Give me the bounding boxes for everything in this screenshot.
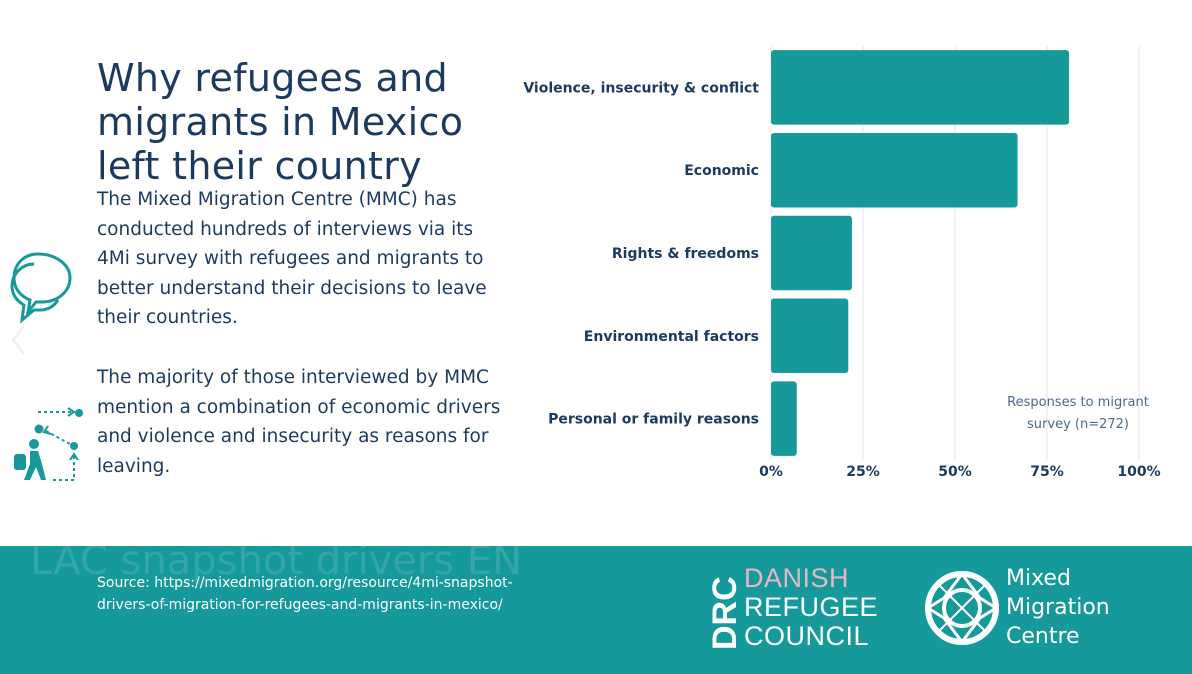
bars [771, 50, 1070, 456]
category-label: Economic [684, 163, 759, 179]
chat-bubbles-icon [10, 252, 72, 324]
mmc-word-2: Migration [1006, 595, 1110, 620]
drc-word-2: REFUGEE [744, 592, 879, 622]
x-tick-label: 25% [846, 464, 880, 480]
mmc-wordmark: Mixed Migration Centre [1006, 564, 1110, 651]
svg-text:DRC: DRC [706, 576, 744, 650]
finding-paragraph: The majority of those interviewed by MMC… [97, 367, 501, 477]
mmc-globe-mark [925, 571, 999, 645]
x-tick-label: 100% [1117, 464, 1160, 480]
bar [771, 298, 849, 374]
mmc-logo: Mixed Migration Centre [922, 564, 1142, 654]
x-tick-label: 50% [938, 464, 972, 480]
page-title: Why refugees and migrants in Mexico left… [97, 56, 464, 188]
drc-letters-mark: DRC [706, 576, 744, 650]
category-label: Rights & freedoms [612, 246, 759, 262]
bar-chart: Violence, insecurity & conflict Economic R… [523, 46, 1161, 480]
walking-person-with-path-icon [14, 407, 83, 481]
bar [771, 50, 1070, 125]
drc-word-1: DANISH [744, 563, 850, 593]
bar [771, 132, 1018, 208]
drc-word-3: COUNCIL [744, 621, 870, 651]
watermark-text: LAC snapshot drivers EN [30, 538, 523, 584]
survey-note-line-2: survey (n=272) [1027, 417, 1129, 432]
survey-note-line-1: Responses to migrant [1007, 395, 1149, 410]
category-label: Personal or family reasons [548, 412, 759, 428]
x-tick-labels: 0% 25% 50% 75% 100% [759, 464, 1161, 480]
mmc-word-3: Centre [1006, 624, 1080, 649]
mmc-word-1: Mixed [1006, 566, 1071, 591]
category-labels: Violence, insecurity & conflict Economic R… [523, 80, 759, 427]
intro-paragraph: The Mixed Migration Centre (MMC) has con… [97, 189, 487, 328]
x-tick-label: 0% [759, 464, 783, 480]
chevron-left-icon[interactable] [8, 322, 30, 358]
bar [771, 215, 852, 291]
footer: LAC snapshot drivers EN Source: https://… [0, 538, 1192, 674]
category-label: Environmental factors [584, 329, 759, 345]
drc-logo: DRC DANISH REFUGEE COUNCIL [704, 564, 878, 654]
bar [771, 381, 797, 456]
drc-wordmark: DANISH REFUGEE COUNCIL [744, 564, 878, 651]
source-text[interactable]: Source: https://mixedmigration.org/resou… [97, 575, 513, 613]
x-tick-label: 75% [1030, 464, 1064, 480]
category-label: Violence, insecurity & conflict [523, 80, 759, 96]
